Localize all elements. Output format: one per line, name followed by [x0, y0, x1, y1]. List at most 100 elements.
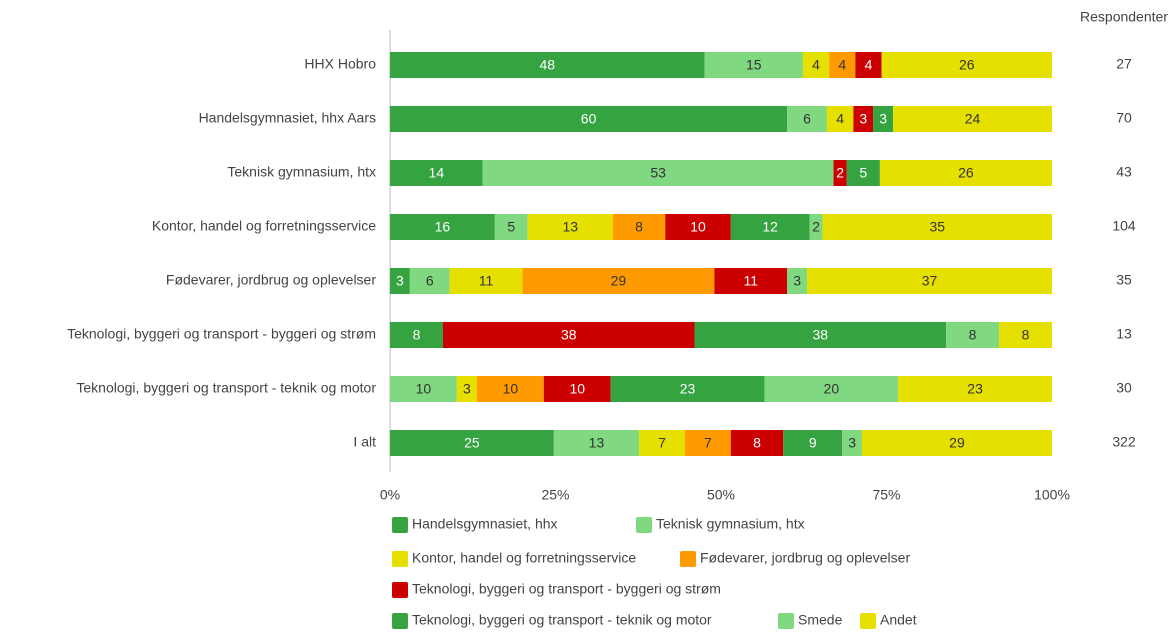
segment-label: 7: [704, 435, 712, 451]
legend-label: Kontor, handel og forretningsservice: [412, 550, 636, 566]
segment-label: 8: [753, 435, 761, 451]
bar-segment: [553, 430, 640, 456]
legend-swatch: [860, 613, 876, 629]
bar-segment: [855, 52, 882, 78]
respondent-count: 43: [1116, 164, 1132, 180]
segment-label: 38: [813, 327, 829, 343]
bar-segment: [787, 106, 827, 132]
bar-segment: [665, 214, 731, 240]
respondent-count: 322: [1112, 434, 1136, 450]
bar-segment: [390, 322, 443, 348]
category-label: Fødevarer, jordbrug og oplevelser: [166, 272, 376, 288]
segment-label: 2: [836, 165, 844, 181]
segment-label: 8: [969, 327, 977, 343]
legend-swatch: [392, 613, 408, 629]
segment-label: 12: [762, 219, 778, 235]
bar-segment: [833, 160, 847, 186]
segment-label: 11: [744, 273, 759, 289]
segment-label: 5: [507, 219, 515, 235]
segment-label: 26: [958, 165, 974, 181]
segment-label: 6: [426, 273, 434, 289]
segment-label: 3: [396, 273, 404, 289]
bar-segment: [390, 214, 495, 240]
segment-label: 4: [812, 57, 820, 73]
segment-label: 23: [967, 381, 983, 397]
respondents-title: Respondenter: [1080, 9, 1168, 25]
segment-label: 8: [413, 327, 421, 343]
legend-label: Teknologi, byggeri og transport - bygger…: [412, 581, 721, 597]
bar-segment: [612, 214, 666, 240]
x-tick-label: 25%: [541, 487, 569, 503]
respondent-count: 35: [1116, 272, 1132, 288]
segment-label: 37: [922, 273, 938, 289]
bar-segment: [881, 52, 1052, 78]
bar-segment: [787, 268, 808, 294]
respondent-count: 30: [1116, 380, 1132, 396]
bar-segment: [842, 430, 862, 456]
bar-segment: [730, 430, 784, 456]
segment-label: 6: [803, 111, 811, 127]
category-label: Teknologi, byggeri og transport - bygger…: [67, 326, 376, 342]
segment-label: 4: [836, 111, 844, 127]
segment-label: 3: [879, 111, 887, 127]
x-tick-label: 100%: [1034, 487, 1070, 503]
segment-label: 29: [611, 273, 627, 289]
legend-label: Handelsgymnasiet, hhx: [412, 516, 558, 532]
segment-label: 4: [865, 57, 873, 73]
bar-segment: [610, 376, 765, 402]
bar-segment: [390, 106, 788, 132]
bar-segment: [783, 430, 843, 456]
segment-label: 38: [561, 327, 577, 343]
segment-label: 10: [690, 219, 706, 235]
segment-label: 35: [930, 219, 946, 235]
legend-swatch: [392, 517, 408, 533]
segment-label: 48: [540, 57, 556, 73]
legend-swatch: [680, 551, 696, 567]
segment-label: 25: [464, 435, 480, 451]
segment-label: 10: [503, 381, 519, 397]
category-label: Teknisk gymnasium, htx: [227, 164, 376, 180]
bar-segment: [543, 376, 611, 402]
legend-swatch: [778, 613, 794, 629]
category-label: HHX Hobro: [304, 56, 376, 72]
segment-label: 29: [949, 435, 965, 451]
segment-label: 5: [859, 165, 867, 181]
segment-label: 53: [650, 165, 666, 181]
bar-segment: [390, 430, 554, 456]
bar-segment: [482, 160, 834, 186]
bar-segment: [390, 160, 483, 186]
x-tick-label: 75%: [872, 487, 900, 503]
legend-swatch: [636, 517, 652, 533]
segment-label: 14: [429, 165, 445, 181]
segment-label: 4: [838, 57, 846, 73]
bar-segment: [807, 268, 1052, 294]
x-tick-label: 0%: [380, 487, 400, 503]
segment-label: 15: [746, 57, 762, 73]
bar-segment: [684, 430, 731, 456]
legend-label: Smede: [798, 612, 843, 628]
bar-segment: [873, 106, 894, 132]
bar-segment: [527, 214, 613, 240]
respondent-count: 70: [1116, 110, 1132, 126]
segment-label: 3: [463, 381, 471, 397]
legend-label: Fødevarer, jordbrug og oplevelser: [700, 550, 910, 566]
respondent-count: 104: [1112, 218, 1136, 234]
segment-label: 24: [965, 111, 981, 127]
segment-label: 3: [859, 111, 867, 127]
bar-segment: [390, 376, 457, 402]
segment-label: 11: [479, 273, 494, 289]
segment-label: 8: [635, 219, 643, 235]
bar-segment: [694, 322, 947, 348]
bar-segment: [846, 160, 880, 186]
bar-segment: [893, 106, 1052, 132]
bar-segment: [879, 160, 1052, 186]
segment-label: 13: [589, 435, 605, 451]
segment-label: 10: [569, 381, 585, 397]
respondent-count: 13: [1116, 326, 1132, 342]
legend-swatch: [392, 551, 408, 567]
x-tick-label: 50%: [707, 487, 735, 503]
segment-label: 8: [1022, 327, 1030, 343]
bar-segment: [456, 376, 477, 402]
bar-segment: [946, 322, 1000, 348]
segment-label: 16: [435, 219, 451, 235]
